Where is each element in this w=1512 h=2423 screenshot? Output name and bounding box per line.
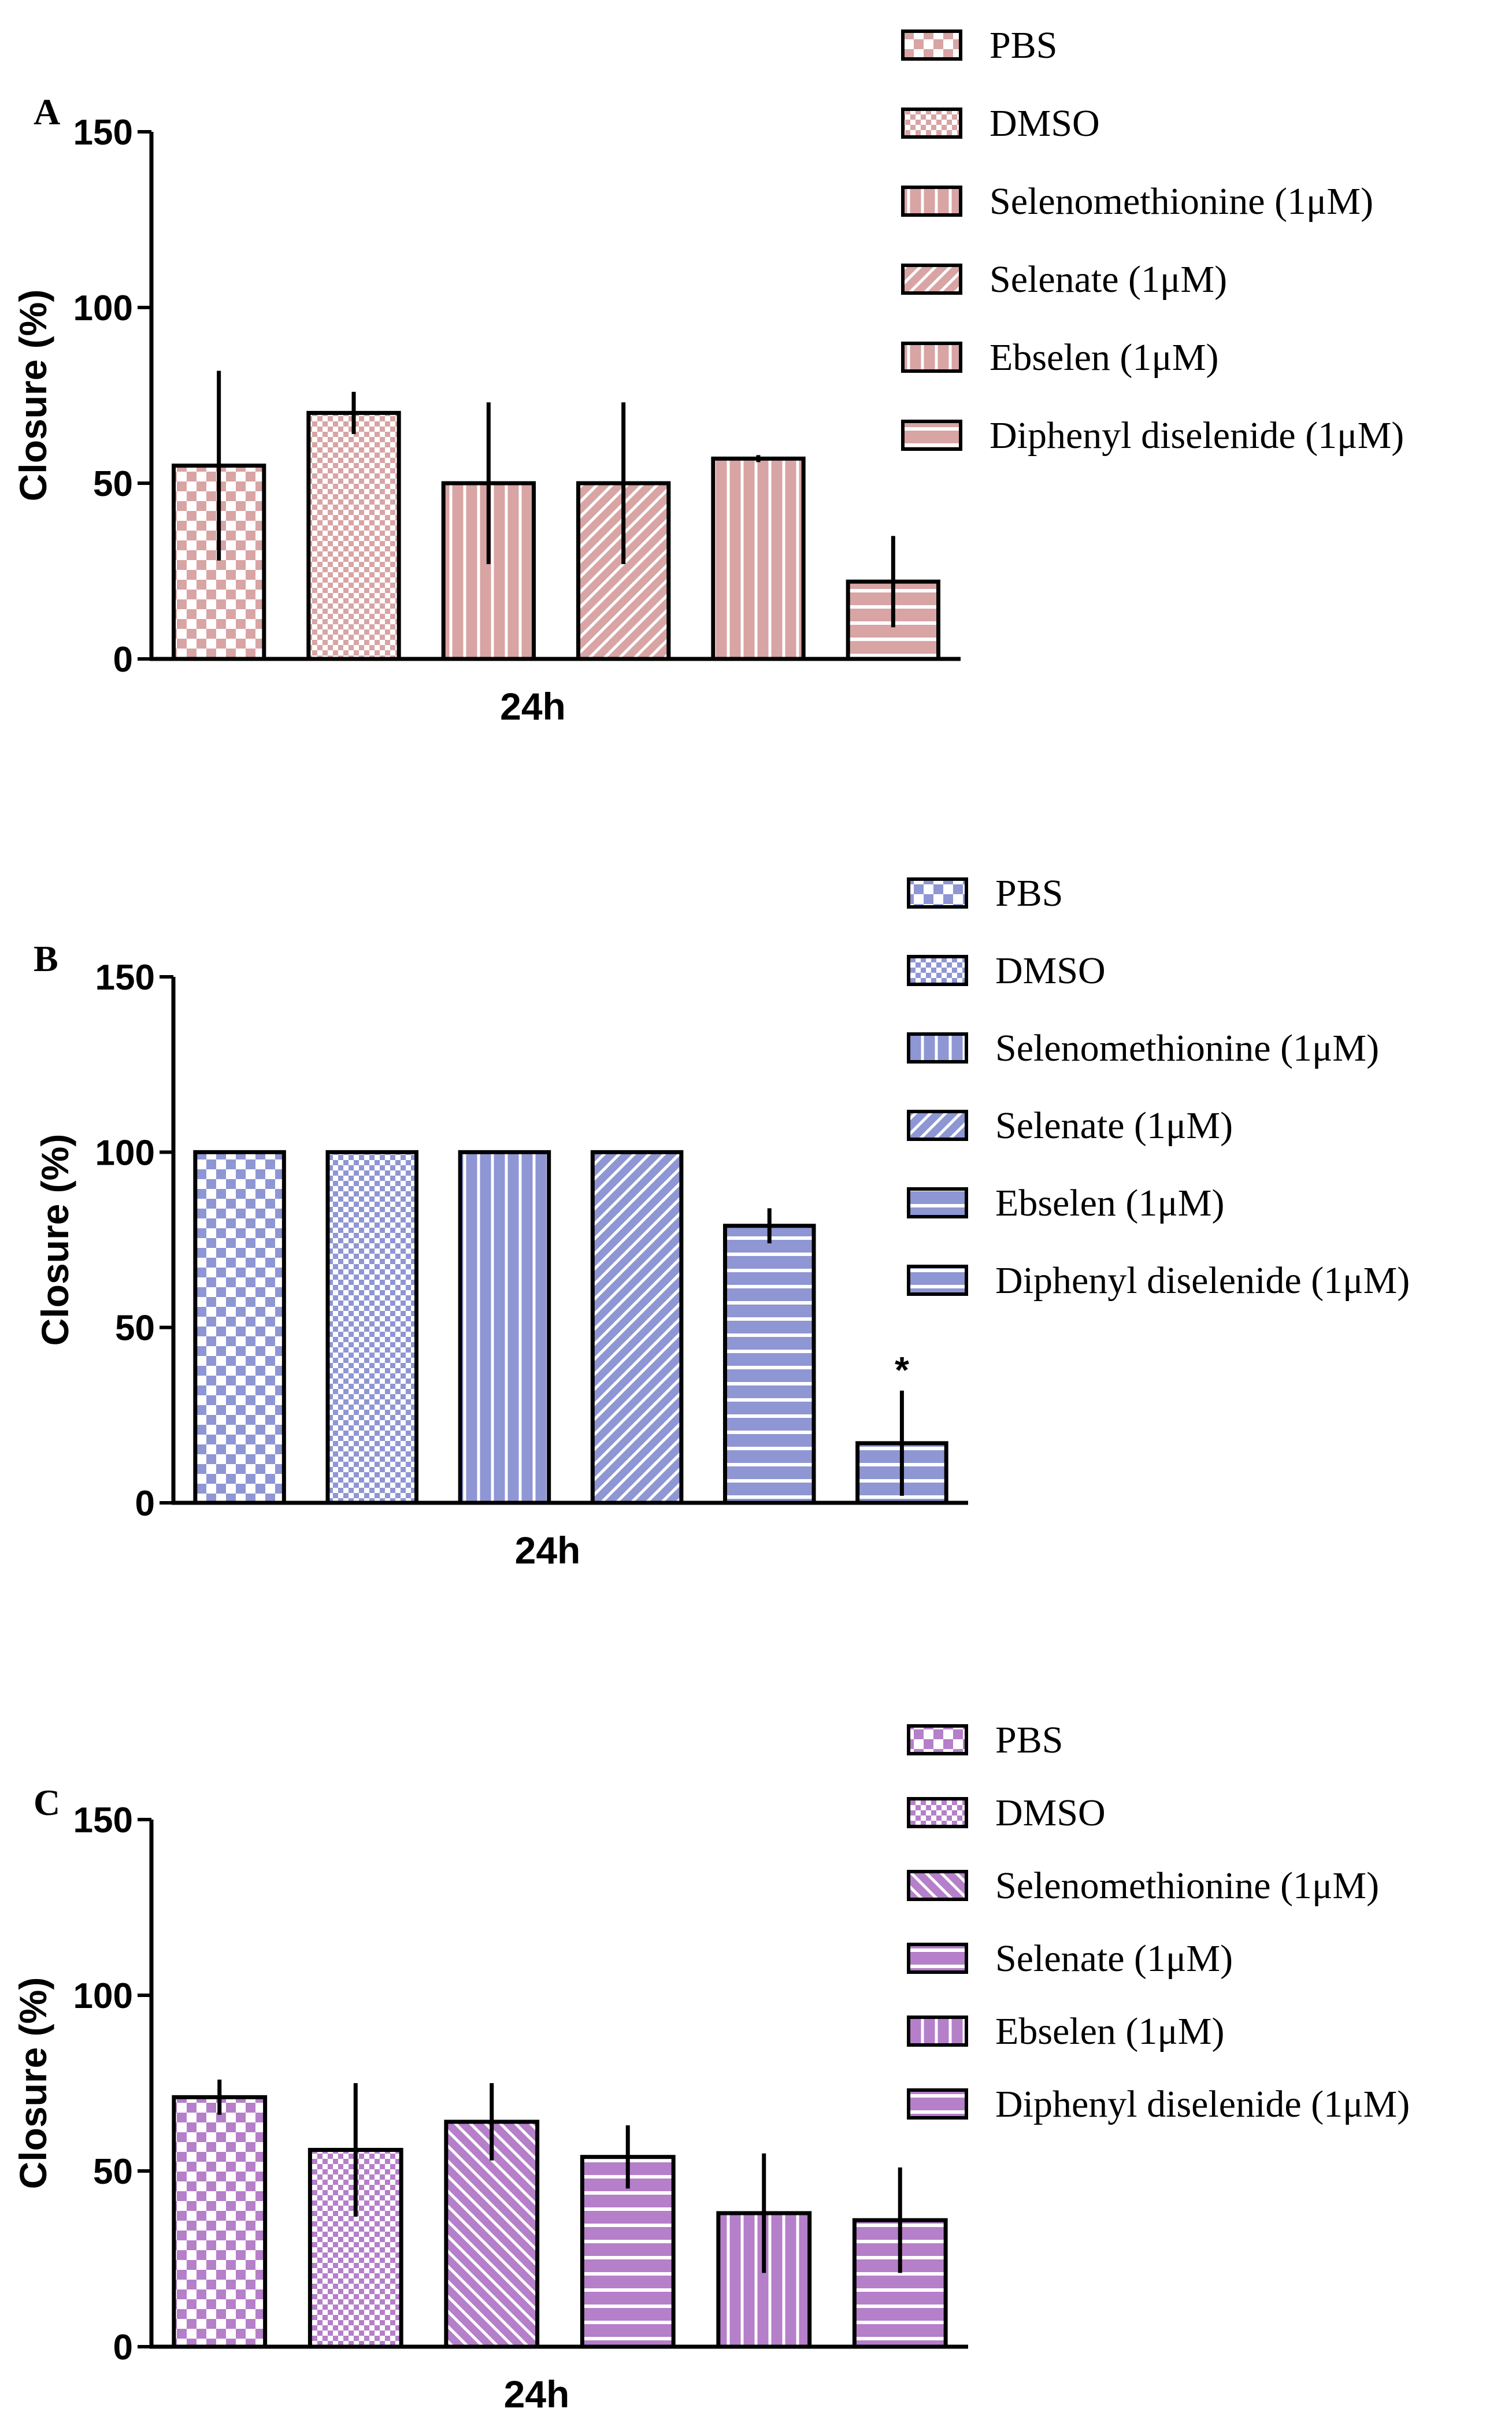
legend-swatch-6: [907, 1265, 968, 1296]
y-axis-label: Closure (%): [12, 1977, 54, 2189]
y-tick-label: 100: [73, 1976, 133, 2016]
legend-label-6: Diphenyl diselenide (1μM): [995, 2083, 1410, 2125]
legend-label-2: DMSO: [990, 102, 1100, 145]
legend-swatch-3: [901, 186, 962, 217]
legend: PBS DMSO Selenomethionine (1μM) Selenate (1…: [901, 24, 1404, 457]
legend-label-4: Selenate (1μM): [995, 1937, 1233, 1980]
y-tick-label: 0: [113, 2328, 133, 2368]
legend-swatch-6: [907, 2088, 968, 2120]
legend-swatch-3: [907, 1032, 968, 1064]
legend-label-1: PBS: [995, 1719, 1063, 1761]
legend-swatch-1: [901, 29, 962, 61]
chart-panel-b: B Closure (%) 0 50 100 150 * 24h PBS DMSO Selenome…: [34, 872, 1410, 1572]
bar-1: [193, 1150, 286, 1505]
legend-label-4: Selenate (1μM): [995, 1105, 1233, 1147]
legend-label-3: Selenomethionine (1μM): [990, 180, 1373, 223]
legend-swatch-1: [907, 1724, 968, 1755]
x-axis-label: 24h: [500, 685, 566, 728]
legend-swatch-4: [907, 1943, 968, 1974]
y-axis-label: Closure (%): [34, 1134, 76, 1346]
y-tick-label: 50: [115, 1309, 155, 1348]
bar-5: [711, 456, 806, 661]
legend-label-5: Ebselen (1μM): [990, 336, 1218, 379]
y-tick-label: 0: [113, 640, 133, 680]
legend-swatch-3: [907, 1870, 968, 1901]
y-tick-label: 150: [73, 113, 133, 153]
y-tick-label: 0: [135, 1484, 155, 1524]
y-tick-label: 100: [95, 1133, 155, 1173]
y-tick-label: 150: [73, 1800, 133, 1840]
bar-3: [444, 2120, 540, 2349]
x-axis-label: 24h: [515, 1529, 581, 1572]
y-axis-label: Closure (%): [12, 290, 54, 502]
chart-panel-c: C Closure (%) 0 50 100 150 24h PBS DMSO Selenomet…: [12, 1719, 1410, 2415]
legend-label-4: Selenate (1μM): [990, 258, 1227, 301]
legend-swatch-2: [901, 108, 962, 139]
legend-swatch-2: [907, 955, 968, 986]
legend-label-3: Selenomethionine (1μM): [995, 1027, 1379, 1069]
bar-3: [458, 1150, 551, 1505]
legend-label-5: Ebselen (1μM): [995, 1182, 1224, 1224]
legend: PBS DMSO Selenomethionine (1μM) Selenate (1…: [907, 1719, 1410, 2125]
legend-swatch-5: [901, 342, 962, 373]
legend-swatch-5: [907, 2016, 968, 2047]
legend-label-3: Selenomethionine (1μM): [995, 1865, 1379, 1907]
bar-2: [325, 1150, 419, 1505]
legend-label-5: Ebselen (1μM): [995, 2010, 1224, 2052]
legend-label-1: PBS: [990, 24, 1057, 66]
legend-label-6: Diphenyl diselenide (1μM): [995, 1259, 1410, 1302]
legend-label-6: Diphenyl diselenide (1μM): [990, 414, 1404, 457]
legend-swatch-5: [907, 1187, 968, 1218]
y-tick-label: 50: [93, 2152, 133, 2192]
legend-label-2: DMSO: [995, 950, 1106, 992]
panel-label: C: [34, 1782, 60, 1823]
legend-swatch-4: [907, 1110, 968, 1141]
legend-swatch-2: [907, 1797, 968, 1828]
legend: PBS DMSO Selenomethionine (1μM) Selenate (1…: [907, 872, 1410, 1302]
legend-label-1: PBS: [995, 872, 1063, 914]
y-tick-label: 50: [93, 464, 133, 504]
bar-5: [722, 1224, 816, 1505]
legend-swatch-1: [907, 877, 968, 909]
bar-1: [172, 2095, 268, 2349]
bar-2: [306, 410, 401, 661]
y-tick-label: 150: [95, 958, 155, 998]
legend-swatch-6: [901, 420, 962, 451]
significance-marker: *: [895, 1349, 909, 1391]
panel-label: A: [34, 91, 60, 132]
legend-swatch-4: [901, 264, 962, 295]
x-axis-label: 24h: [504, 2373, 570, 2415]
chart-panel-a: A Closure (%) 0 50 100 150 24h PBS DMSO Selenomet…: [12, 24, 1404, 728]
panel-label: B: [34, 938, 58, 979]
legend-label-2: DMSO: [995, 1792, 1106, 1834]
y-tick-label: 100: [73, 288, 133, 328]
bar-4: [590, 1150, 684, 1505]
